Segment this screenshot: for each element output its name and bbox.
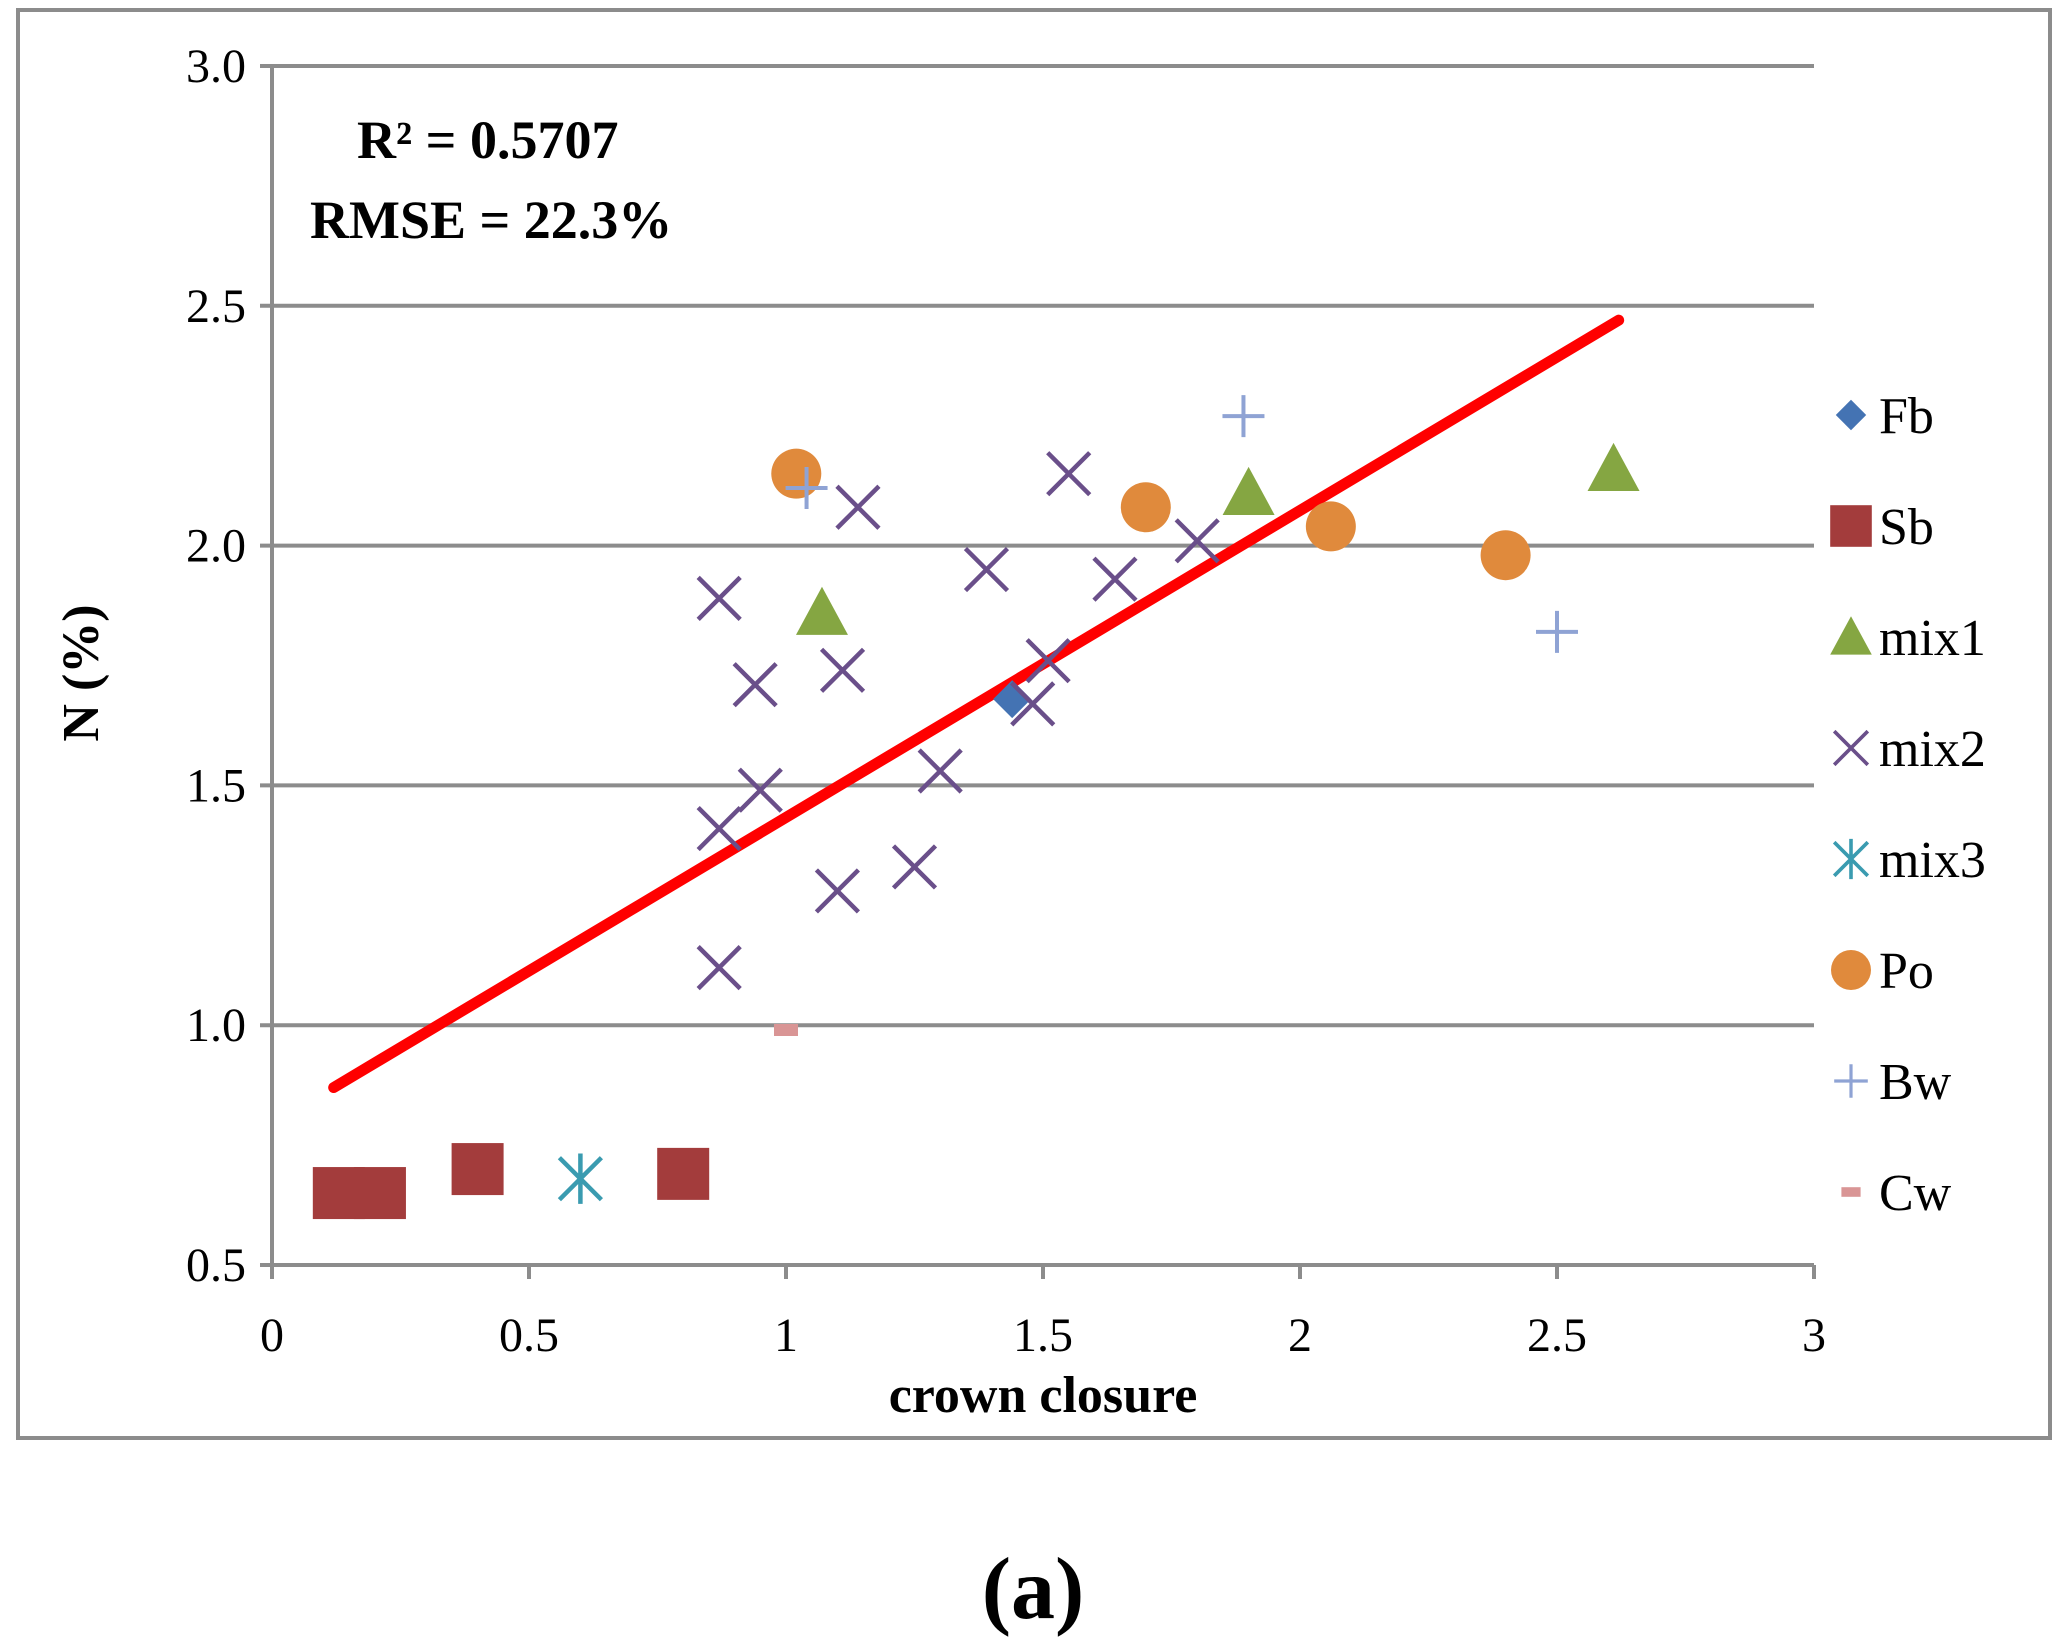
point-Sb [451,1143,504,1196]
x-tick-label: 0 [260,1309,284,1362]
point-mix2 [737,767,783,813]
rmse-annotation: RMSE = 22.3% [310,190,672,250]
y-tick-label: 1.5 [186,759,246,812]
legend-marker-Fb [1835,399,1867,431]
x-tick-label: 2.5 [1527,1309,1587,1362]
x-tick-label: 1 [774,1309,798,1362]
x-tick-label: 0.5 [499,1309,559,1362]
axes [270,66,1816,1279]
legend: Fb Sb mix1 mix2 mix3 Po Bw Cw [1830,388,1986,1222]
point-mix3 [557,1153,603,1204]
point-Sb [657,1147,710,1200]
y-axis-title: N (%) [53,604,110,741]
point-mix2 [814,868,860,914]
point-mix2 [1010,681,1056,727]
legend-label-Bw: Bw [1879,1054,1952,1111]
legend-marker-mix2 [1832,729,1870,767]
y-tick-label: 2.0 [186,520,246,573]
legend-label-mix2: mix2 [1879,721,1986,778]
legend-marker-mix1 [1830,616,1872,655]
point-Bw [1536,610,1578,653]
y-tick-label: 3.0 [186,40,246,93]
point-mix2 [891,844,938,890]
y-tick-label: 0.5 [186,1239,246,1292]
y-tick-label: 2.5 [186,280,246,333]
point-mix1 [1587,442,1640,491]
x-axis-title: crown closure [889,1367,1198,1424]
point-mix2 [963,546,1010,593]
y-tick-label: 1.0 [186,999,246,1052]
x-tick-label: 1.5 [1013,1309,1073,1362]
legend-label-Fb: Fb [1879,388,1934,445]
point-mix1 [1222,466,1275,515]
point-Bw [785,467,828,510]
legend-marker-Cw [1841,1187,1861,1197]
point-Sb [353,1167,406,1220]
point-mix2 [1046,451,1092,497]
point-Fb [993,680,1032,719]
point-mix2 [1092,556,1138,602]
point-mix2 [732,662,778,708]
point-mix2 [696,945,742,991]
legend-label-Sb: Sb [1879,499,1934,556]
legend-marker-Bw [1834,1064,1868,1098]
r-squared-annotation: R² = 0.5707 [357,110,618,170]
point-mix2 [835,484,881,530]
point-Cw [774,1023,798,1036]
point-Bw [1222,395,1265,438]
point-Po [1120,482,1171,533]
legend-label-mix1: mix1 [1879,610,1986,667]
point-Po [1480,530,1531,581]
x-tick-label: 2 [1288,1309,1312,1362]
figure-caption: (a) [982,1541,1085,1638]
legend-label-mix3: mix3 [1879,832,1986,889]
data-points [312,395,1640,1220]
trendline [328,314,1625,1094]
tick-labels: 0.5 1.0 1.5 2.0 2.5 3.0 0 0.5 1 1.5 2 2.5 3 [186,40,1826,1362]
point-mix2 [696,575,742,621]
legend-marker-Sb [1830,505,1872,547]
point-Po [771,448,822,499]
x-tick-label: 3 [1802,1309,1826,1362]
legend-label-Cw: Cw [1879,1165,1952,1222]
trendline-layer [328,314,1625,1094]
point-mix2 [696,805,742,852]
point-mix2 [1174,518,1220,564]
point-mix2 [1025,638,1071,684]
legend-marker-Po [1831,950,1871,990]
point-mix2 [917,748,963,794]
point-mix1 [795,586,848,635]
legend-label-Po: Po [1879,943,1934,1000]
point-mix2 [819,647,866,693]
point-Po [1305,501,1356,552]
legend-marker-mix3 [1832,838,1870,880]
